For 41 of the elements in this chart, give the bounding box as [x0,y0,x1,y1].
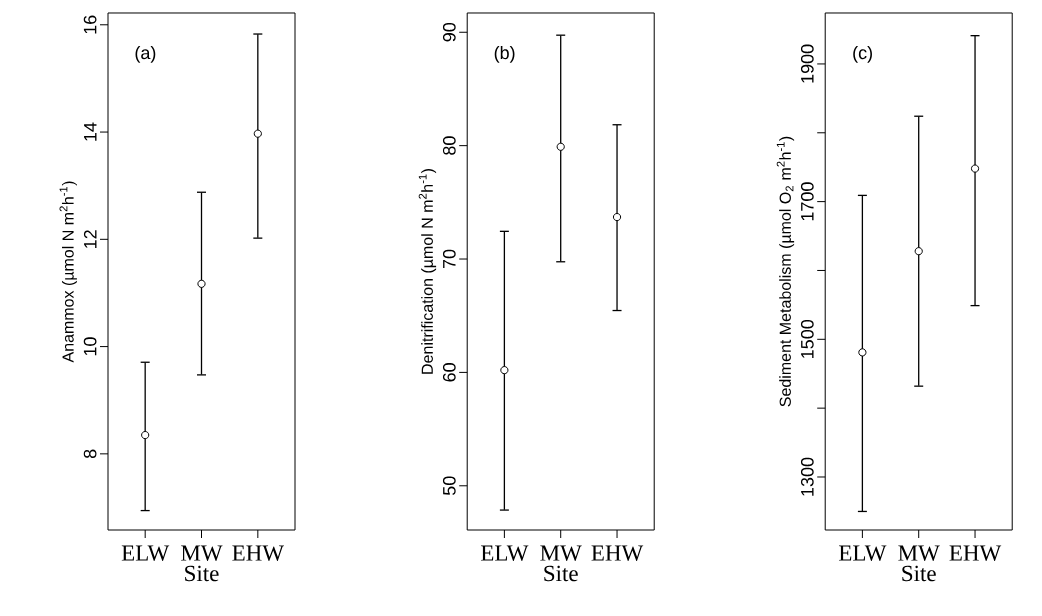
point [141,430,150,440]
x-tick-label: MW [898,545,940,561]
x-tick-label: MW [540,545,582,561]
point [914,247,923,256]
y-tick-label: 1900 [800,44,814,83]
y-tick-label: 16 [83,15,97,34]
y-tick-label: 90 [442,22,456,42]
annotation: (b) [494,45,515,63]
point [858,348,867,357]
point [253,129,262,138]
point [500,366,509,375]
x-tick-label: ELW [480,545,529,561]
y-tick-label: 8 [83,449,97,459]
annotation: (c) [853,45,872,63]
y-axis-title: Sediment Metabolism (µmol O$_{2}$ m$^{2}$h$^{-1}$) [776,136,795,407]
y-tick-label: 50 [442,476,456,496]
point [612,212,622,222]
annotation: (a) [135,45,156,63]
x-tick-label: ELW [121,545,170,561]
x-axis-title: Site [185,565,219,582]
x-tick-label: MW [181,545,223,561]
point [197,279,206,288]
y-tick-label: 80 [442,136,456,155]
x-tick-label: EHW [949,545,1002,561]
y-tick-label: 1700 [800,182,814,221]
y-tick-label: 70 [442,249,456,269]
y-tick-label: 1300 [800,457,814,496]
y-tick-label: 14 [84,122,97,141]
point [970,164,980,173]
x-tick-label: EHW [232,545,284,561]
x-tick-label: ELW [838,545,887,561]
y-tick-label: 1500 [800,319,814,358]
y-tick-label: 12 [83,230,97,248]
y-axis-title: Denitrification (µmol N m$^{2}$h$^{-1}$) [418,169,437,374]
y-tick-label: 10 [83,337,97,356]
x-axis-title: Site [902,565,936,582]
y-axis-title: Anammox (µmol N m$^{2}$h$^{-1}$) [59,181,77,363]
point [556,142,565,151]
x-axis-title: Site [544,565,578,582]
y-tick-label: 60 [442,363,456,382]
x-tick-label: EHW [591,545,644,561]
